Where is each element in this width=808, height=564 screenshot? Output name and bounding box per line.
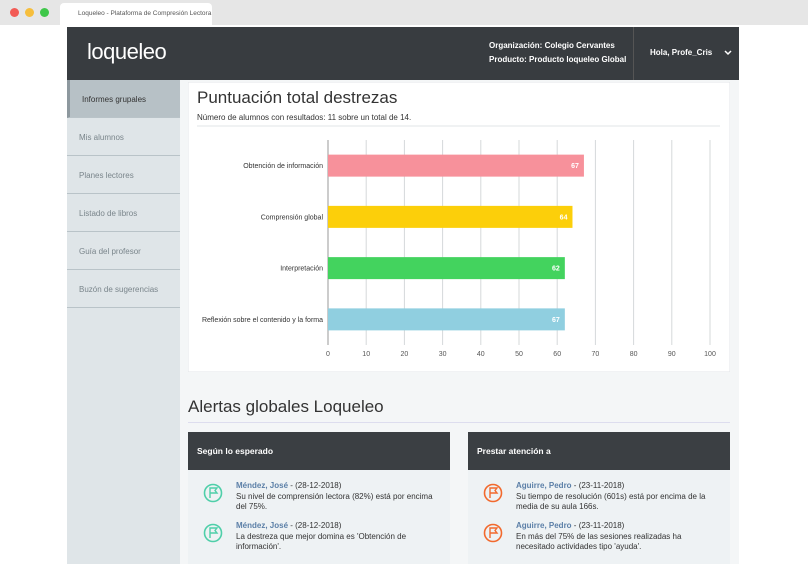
icon-ring xyxy=(483,523,503,543)
x-tick-label: 80 xyxy=(630,351,638,358)
alerts-title: Alertas globales Loqueleo xyxy=(188,397,384,416)
logo[interactable]: loqueleo xyxy=(87,39,167,64)
icon-ring xyxy=(203,523,223,543)
alert-body: Su tiempo de resolución (601s) está por … xyxy=(516,491,706,512)
alert-date: - (28-12-2018) xyxy=(288,481,342,490)
tab[interactable]: Loqueleo - Plataforma de Compresión Lect… xyxy=(60,3,212,25)
icon-flag xyxy=(489,527,499,538)
alert-text: Aguirre, Pedro - (23-11-2018) Su tiempo d… xyxy=(516,481,722,513)
x-tick-label: 60 xyxy=(553,351,561,358)
alert-body: La destreza que mejor domina es 'Obtenci… xyxy=(236,531,407,552)
x-tick-label: 10 xyxy=(362,351,370,358)
alert-head: Méndez, José - (28-12-2018) xyxy=(236,521,442,532)
alert-body: En más del 75% de las sesiones realizada… xyxy=(516,531,682,552)
min-dot[interactable] xyxy=(25,8,34,17)
student-name[interactable]: Méndez, José xyxy=(236,521,289,530)
max-dot[interactable] xyxy=(40,8,49,17)
x-tick-label: 40 xyxy=(477,351,485,358)
chart-card: Puntuación total destrezas Número de alu… xyxy=(188,82,730,372)
value-label: 67 xyxy=(571,163,579,170)
y-tick-label: Interpretación xyxy=(280,266,323,273)
y-tick-label: Obtención de información xyxy=(243,163,323,170)
user-menu[interactable]: Hola, Profe_Cris xyxy=(633,27,739,80)
org-label: Organización: xyxy=(489,41,543,50)
x-tick-label: 0 xyxy=(326,351,330,358)
icon-flag xyxy=(209,527,219,538)
alert-body: Su nivel de comprensión lectora (82%) es… xyxy=(236,491,433,512)
product: Producto loqueleo Global xyxy=(529,55,627,64)
x-tick-label: 20 xyxy=(401,351,409,358)
nav-item[interactable]: Planes lectores xyxy=(67,156,180,194)
alert-panel: Según lo esperado Méndez, José - (28-12-2… xyxy=(188,432,450,564)
x-tick-label: 50 xyxy=(515,351,523,358)
nav-item[interactable]: Buzón de sugerencias xyxy=(67,270,180,308)
alert-item: Aguirre, Pedro - (23-11-2018) Su tiempo d… xyxy=(468,481,730,521)
student-name[interactable]: Méndez, José xyxy=(236,481,289,490)
chart-subtitle: Número de alumnos con resultados: 11 sob… xyxy=(197,113,411,122)
alert-item: Aguirre, Pedro - (23-11-2018) En más del … xyxy=(468,521,730,561)
browser-bar: Loqueleo - Plataforma de Compresión Lect… xyxy=(0,0,808,25)
flag-icon xyxy=(483,523,503,543)
alert-panel: Prestar atención a Aguirre, Pedro - (23-1… xyxy=(468,432,730,564)
panel-title: Prestar atención a xyxy=(468,432,730,470)
bar xyxy=(328,205,573,228)
alert-item: Méndez, José - (28-12-2018) La destreza q… xyxy=(188,521,450,561)
alert-text: Méndez, José - (28-12-2018) Su nivel de c… xyxy=(236,481,442,513)
chevron xyxy=(724,50,732,56)
y-tick-label: Reflexión sobre el contenido y la forma xyxy=(202,317,323,324)
icon-flag xyxy=(209,487,219,498)
sidebar: Informes grupales Mis alumnos Planes lecto… xyxy=(67,80,180,564)
alert-item: Méndez, José - (28-12-2018) Su nivel de c… xyxy=(188,481,450,521)
panel-title: Según lo esperado xyxy=(188,432,450,470)
user: Hola, Profe_Cris xyxy=(650,48,713,57)
x-tick-label: 100 xyxy=(704,351,716,358)
icon-ring xyxy=(203,483,223,503)
alert-text: Aguirre, Pedro - (23-11-2018) En más del … xyxy=(516,521,722,553)
value-label: 62 xyxy=(552,266,560,273)
icon-ring xyxy=(483,483,503,503)
x-tick-label: 70 xyxy=(592,351,600,358)
icon-flag xyxy=(489,487,499,498)
flag-icon xyxy=(483,483,503,503)
student-name[interactable]: Aguirre, Pedro xyxy=(516,481,572,490)
x-tick-label: 90 xyxy=(668,351,676,358)
alert-text: Méndez, José - (28-12-2018) La destreza q… xyxy=(236,521,442,553)
divider xyxy=(188,422,730,423)
bar xyxy=(328,257,565,280)
x-tick-label: 30 xyxy=(439,351,447,358)
bar xyxy=(328,154,584,177)
nav-item[interactable]: Mis alumnos xyxy=(67,118,180,156)
nav-item[interactable]: Listado de libros xyxy=(67,194,180,232)
value-label: 64 xyxy=(560,214,568,221)
y-tick-label: Comprensión global xyxy=(261,214,324,221)
header: loqueleo Organización: Colegio Cervantes… xyxy=(67,27,739,80)
flag-icon xyxy=(203,523,223,543)
alert-date: - (23-11-2018) xyxy=(571,481,625,490)
product-label: Producto: xyxy=(489,55,527,64)
alert-date: - (28-12-2018) xyxy=(288,521,342,530)
org: Colegio Cervantes xyxy=(544,41,615,50)
bar xyxy=(328,308,565,331)
alert-head: Méndez, José - (28-12-2018) xyxy=(236,481,442,492)
value-label: 67 xyxy=(552,317,560,324)
nav-item[interactable]: Informes grupales xyxy=(67,80,180,118)
org-info: Organización: Colegio Cervantes Producto… xyxy=(489,39,626,67)
alert-date: - (23-11-2018) xyxy=(571,521,625,530)
chart-title: Puntuación total destrezas xyxy=(197,88,397,107)
close-dot[interactable] xyxy=(10,8,19,17)
alert-head: Aguirre, Pedro - (23-11-2018) xyxy=(516,521,722,532)
student-name[interactable]: Aguirre, Pedro xyxy=(516,521,572,530)
alert-head: Aguirre, Pedro - (23-11-2018) xyxy=(516,481,722,492)
flag-icon xyxy=(203,483,223,503)
nav-item[interactable]: Guía del profesor xyxy=(67,232,180,270)
